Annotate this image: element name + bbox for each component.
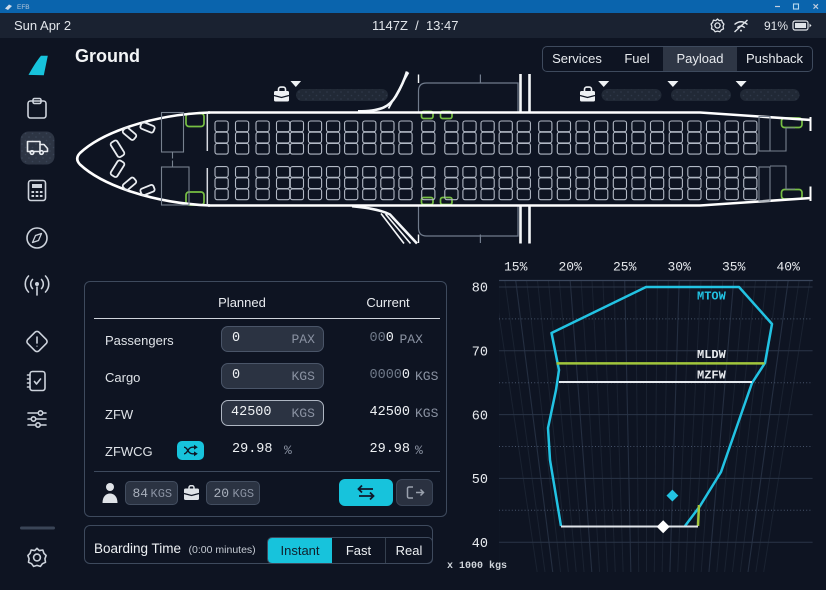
- svg-text:30%: 30%: [667, 260, 691, 275]
- svg-text:80: 80: [472, 282, 488, 297]
- svg-text:50: 50: [472, 473, 488, 488]
- svg-text:25%: 25%: [613, 260, 637, 275]
- svg-text:60: 60: [472, 409, 488, 424]
- svg-text:MTOW: MTOW: [697, 290, 727, 304]
- svg-text:15%: 15%: [504, 260, 528, 275]
- svg-text:70: 70: [472, 346, 488, 361]
- svg-text:40: 40: [472, 537, 488, 552]
- svg-text:20%: 20%: [558, 260, 582, 275]
- svg-text:35%: 35%: [722, 260, 746, 275]
- svg-text:MZFW: MZFW: [697, 369, 727, 383]
- svg-text:40%: 40%: [776, 260, 800, 275]
- svg-text:MLDW: MLDW: [697, 348, 727, 362]
- svg-text:EFB: EFB: [17, 4, 30, 11]
- svg-text:91%: 91%: [764, 19, 788, 33]
